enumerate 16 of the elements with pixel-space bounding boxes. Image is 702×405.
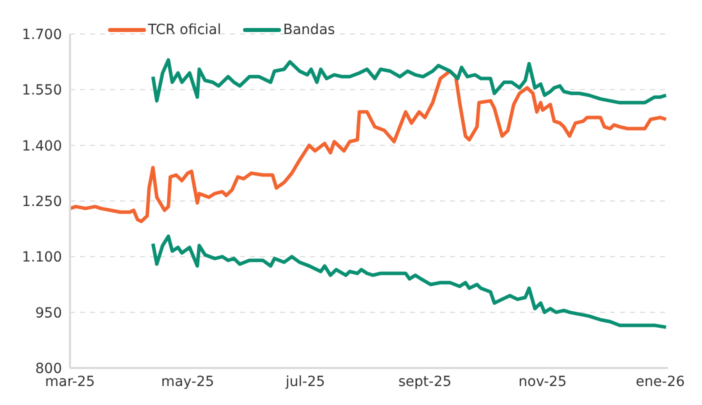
y-tick-label: 1.700 <box>22 26 62 43</box>
line-series <box>70 69 668 224</box>
line-series <box>151 58 668 104</box>
x-tick-label: may-25 <box>161 374 214 390</box>
y-tick-label: 950 <box>35 305 62 322</box>
legend-label: Bandas <box>282 22 335 38</box>
line-series <box>151 234 668 329</box>
x-tick-label: sept-25 <box>398 374 452 390</box>
y-tick-label: 1.400 <box>22 138 62 154</box>
y-tick-label: 1.550 <box>22 82 62 99</box>
x-tick-label: ene-26 <box>636 374 685 390</box>
legend-label: TCR oficial <box>147 22 222 38</box>
x-tick-label: jul-25 <box>284 374 326 390</box>
x-tick-label: nov-25 <box>518 374 567 390</box>
y-tick-label: 1.250 <box>22 194 62 210</box>
y-tick-label: 1.100 <box>22 250 62 266</box>
